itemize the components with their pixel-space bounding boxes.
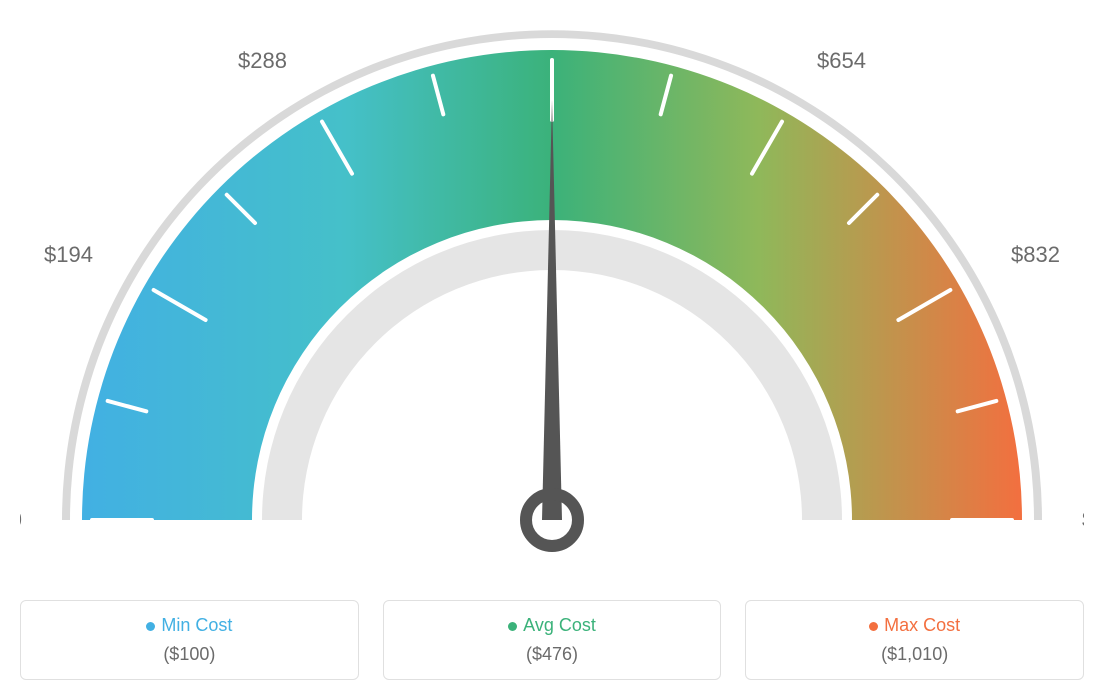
legend-label-max: Max Cost xyxy=(746,615,1083,636)
legend-card-avg: Avg Cost ($476) xyxy=(383,600,722,680)
svg-text:$832: $832 xyxy=(1011,242,1060,267)
cost-gauge: $100$194$288$476$654$832$1,010 xyxy=(20,20,1084,580)
legend-value-avg: ($476) xyxy=(384,644,721,665)
legend-value-min: ($100) xyxy=(21,644,358,665)
legend-dot-avg xyxy=(508,622,517,631)
svg-text:$654: $654 xyxy=(817,48,866,73)
legend-dot-min xyxy=(146,622,155,631)
legend-text-avg: Avg Cost xyxy=(523,615,596,635)
legend-card-max: Max Cost ($1,010) xyxy=(745,600,1084,680)
gauge-svg: $100$194$288$476$654$832$1,010 xyxy=(20,20,1084,580)
legend-row: Min Cost ($100) Avg Cost ($476) Max Cost… xyxy=(20,600,1084,680)
legend-card-min: Min Cost ($100) xyxy=(20,600,359,680)
svg-text:$1,010: $1,010 xyxy=(1082,507,1084,532)
legend-text-min: Min Cost xyxy=(161,615,232,635)
legend-dot-max xyxy=(869,622,878,631)
svg-text:$100: $100 xyxy=(20,507,22,532)
legend-label-min: Min Cost xyxy=(21,615,358,636)
legend-label-avg: Avg Cost xyxy=(384,615,721,636)
svg-text:$288: $288 xyxy=(238,48,287,73)
svg-text:$194: $194 xyxy=(44,242,93,267)
legend-text-max: Max Cost xyxy=(884,615,960,635)
legend-value-max: ($1,010) xyxy=(746,644,1083,665)
